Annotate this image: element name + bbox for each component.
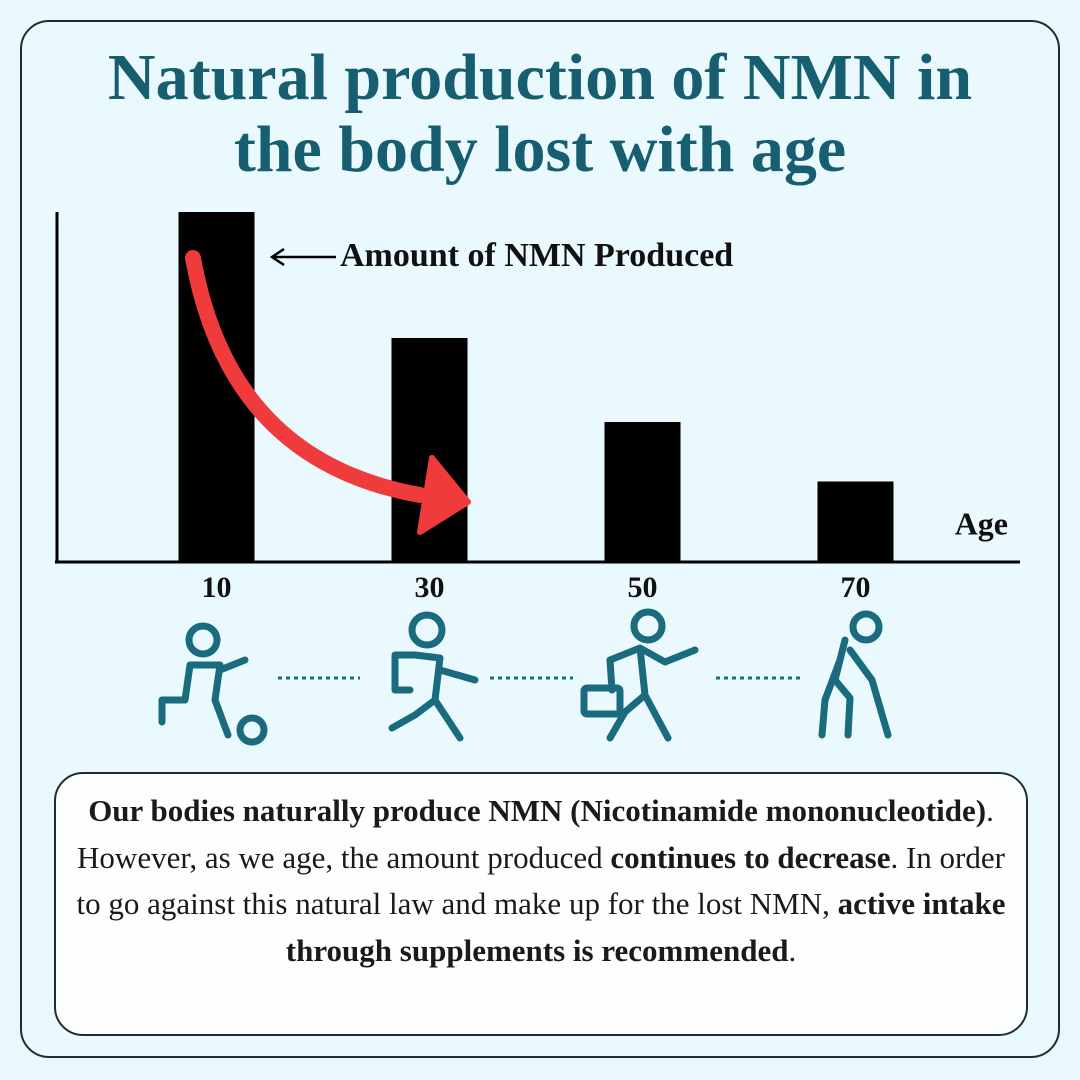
- caption-segment: . In order to go against this natural la…: [76, 839, 1005, 922]
- x-tick-label: 10: [202, 571, 232, 604]
- child-icon: [158, 622, 268, 746]
- caption-segment: . However, as we age, the amount produce…: [77, 793, 994, 875]
- x-tick-label: 70: [841, 571, 871, 604]
- annotation: Amount of NMN Produced: [340, 237, 733, 274]
- x-axis-label: Age: [955, 505, 1008, 541]
- x-tick-label: 30: [415, 571, 445, 604]
- caption-segment: active intake through supplements is rec…: [285, 886, 1006, 968]
- age-icons: [158, 608, 892, 746]
- caption-segment: .: [788, 932, 797, 968]
- elder-icon: [818, 610, 892, 739]
- annotation-arrow-head: [269, 247, 285, 267]
- chart-title: Natural production of NMN in the body lo…: [107, 41, 973, 186]
- decline-arrow: [185, 250, 428, 503]
- adult-icon: [580, 608, 699, 742]
- caption-segment: continues to decrease: [610, 839, 891, 875]
- bar: [817, 481, 894, 562]
- caption-box: [54, 772, 1028, 1036]
- caption-segment: Our bodies naturally produce NMN (Nicoti…: [88, 793, 987, 828]
- x-tick-label: 50: [628, 571, 658, 604]
- caption: Our bodies naturally produce NMN (Nicoti…: [70, 788, 1012, 974]
- youth-icon: [388, 611, 479, 742]
- decline-arrow-head: [417, 455, 471, 535]
- bar: [604, 422, 681, 562]
